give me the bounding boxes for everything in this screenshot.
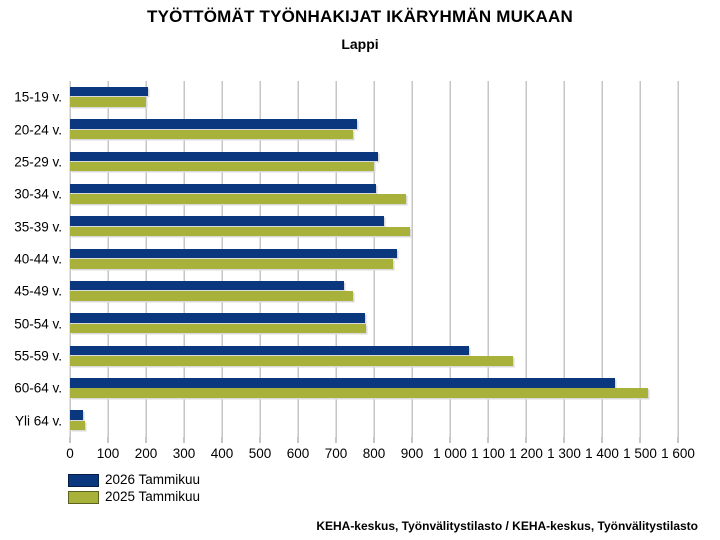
bar-2025-tammikuu-Yli-64-v. bbox=[70, 420, 86, 431]
bar-2026-tammikuu-50-54-v. bbox=[70, 313, 365, 323]
category-label: 35-39 v. bbox=[14, 219, 62, 235]
bar-2025-tammikuu-35-39-v. bbox=[70, 226, 411, 237]
bar-2025-tammikuu-40-44-v. bbox=[70, 259, 393, 269]
source-attribution: KEHA-keskus, Työnvälitystilasto / KEHA-k… bbox=[316, 519, 698, 533]
x-tick-label: 700 bbox=[324, 446, 348, 461]
x-gridline bbox=[297, 81, 299, 437]
x-tick-mark bbox=[449, 437, 451, 443]
x-tick-label: 800 bbox=[362, 446, 386, 461]
x-gridline bbox=[183, 81, 185, 437]
bar-2026-tammikuu-45-49-v. bbox=[70, 280, 344, 291]
x-gridline bbox=[411, 81, 413, 437]
x-tick-mark bbox=[335, 437, 337, 443]
category-label: 50-54 v. bbox=[14, 316, 62, 332]
x-gridline bbox=[145, 81, 147, 437]
x-tick-mark bbox=[677, 437, 679, 443]
chart-subtitle: Lappi bbox=[341, 36, 379, 52]
category-label: Yli 64 v. bbox=[14, 413, 62, 429]
x-gridline bbox=[335, 81, 337, 437]
legend-swatch bbox=[68, 474, 99, 487]
x-tick-mark bbox=[183, 437, 185, 443]
x-tick-label: 0 bbox=[66, 446, 74, 461]
bar-2025-tammikuu-55-59-v. bbox=[70, 356, 513, 366]
bar-2026-tammikuu-30-34-v. bbox=[70, 183, 376, 194]
x-tick-mark bbox=[373, 437, 375, 443]
bar-2026-tammikuu-25-29-v. bbox=[70, 151, 378, 162]
x-gridline bbox=[601, 81, 603, 437]
category-label: 20-24 v. bbox=[14, 122, 62, 138]
x-gridline bbox=[677, 81, 679, 437]
bar-2025-tammikuu-60-64-v. bbox=[70, 388, 648, 398]
bar-2026-tammikuu-Yli-64-v. bbox=[70, 410, 84, 420]
x-tick-label: 300 bbox=[172, 446, 196, 461]
x-tick-label: 900 bbox=[400, 446, 424, 461]
bar-2025-tammikuu-30-34-v. bbox=[70, 194, 407, 204]
x-tick-label: 1 300 bbox=[547, 446, 581, 461]
bar-2025-tammikuu-15-19-v. bbox=[70, 97, 146, 107]
bar-2025-tammikuu-50-54-v. bbox=[70, 323, 367, 334]
x-tick-mark bbox=[487, 437, 489, 443]
x-tick-label: 200 bbox=[134, 446, 158, 461]
category-label: 45-49 v. bbox=[14, 283, 62, 299]
bar-2026-tammikuu-35-39-v. bbox=[70, 216, 384, 226]
legend-label: 2026 Tammikuu bbox=[105, 472, 201, 487]
x-tick-label: 500 bbox=[248, 446, 272, 461]
x-tick-mark bbox=[563, 437, 565, 443]
x-tick-label: 100 bbox=[96, 446, 120, 461]
x-gridline bbox=[107, 81, 109, 437]
x-tick-mark bbox=[411, 437, 413, 443]
bar-2025-tammikuu-20-24-v. bbox=[70, 129, 354, 140]
x-tick-label: 1 600 bbox=[661, 446, 695, 461]
category-label: 40-44 v. bbox=[14, 251, 62, 267]
x-tick-mark bbox=[259, 437, 261, 443]
bar-2026-tammikuu-40-44-v. bbox=[70, 248, 397, 259]
x-tick-mark bbox=[221, 437, 223, 443]
x-tick-mark bbox=[107, 437, 109, 443]
x-gridline bbox=[563, 81, 565, 437]
x-gridline bbox=[525, 81, 527, 437]
x-tick-mark bbox=[525, 437, 527, 443]
legend-swatch bbox=[68, 490, 99, 504]
x-tick-mark bbox=[145, 437, 147, 443]
x-gridline bbox=[487, 81, 489, 437]
x-tick-mark bbox=[601, 437, 603, 443]
legend-label: 2025 Tammikuu bbox=[105, 488, 201, 504]
bar-2026-tammikuu-60-64-v. bbox=[70, 378, 616, 388]
bar-2025-tammikuu-25-29-v. bbox=[70, 161, 374, 172]
x-tick-label: 400 bbox=[210, 446, 234, 461]
bar-2025-tammikuu-45-49-v. bbox=[70, 291, 354, 301]
x-tick-label: 1 200 bbox=[509, 446, 543, 461]
x-tick-label: 1 000 bbox=[433, 446, 467, 461]
x-tick-mark bbox=[639, 437, 641, 443]
x-gridline bbox=[69, 81, 71, 437]
x-tick-label: 1 400 bbox=[585, 446, 619, 461]
x-tick-label: 600 bbox=[286, 446, 310, 461]
x-tick-mark bbox=[69, 437, 71, 443]
category-label: 25-29 v. bbox=[14, 154, 62, 170]
x-gridline bbox=[373, 81, 375, 437]
x-gridline bbox=[221, 81, 223, 437]
x-tick-label: 1 500 bbox=[623, 446, 657, 461]
x-tick-label: 1 100 bbox=[471, 446, 505, 461]
bar-2026-tammikuu-55-59-v. bbox=[70, 345, 469, 356]
bar-2026-tammikuu-20-24-v. bbox=[70, 119, 357, 129]
x-gridline bbox=[449, 81, 451, 437]
category-label: 30-34 v. bbox=[14, 186, 62, 202]
bar-2026-tammikuu-15-19-v. bbox=[70, 86, 148, 97]
x-gridline bbox=[639, 81, 641, 437]
chart-title: TYÖTTÖMÄT TYÖNHAKIJAT IKÄRYHMÄN MUKAAN bbox=[147, 7, 573, 26]
category-label: 55-59 v. bbox=[14, 348, 62, 364]
category-label: 60-64 v. bbox=[14, 380, 62, 396]
category-label: 15-19 v. bbox=[14, 89, 62, 105]
x-gridline bbox=[259, 81, 261, 437]
x-tick-mark bbox=[297, 437, 299, 443]
